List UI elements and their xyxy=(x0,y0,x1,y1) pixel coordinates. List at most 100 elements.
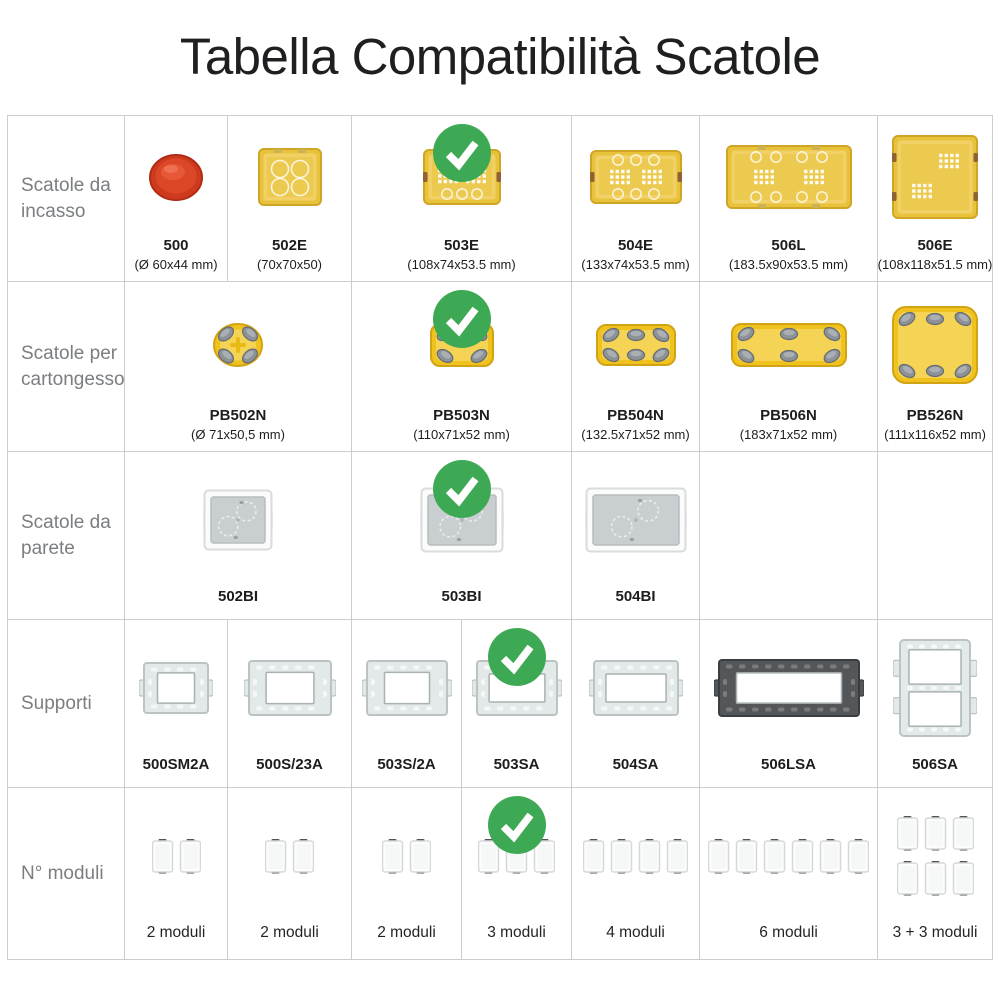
product-code: 504E xyxy=(617,237,654,254)
product-dims: (Ø 71x50,5 mm) xyxy=(191,427,285,442)
modules-image-6 xyxy=(700,788,877,924)
compatible-check-icon xyxy=(432,460,491,518)
modules-caption: 4 moduli xyxy=(606,924,665,941)
cell-PB504N: PB504N (132.5x71x52 mm) xyxy=(572,282,700,452)
modules-caption: 2 moduli xyxy=(377,924,436,941)
product-dims: (108x74x53.5 mm) xyxy=(407,257,516,272)
product-code: 500SM2A xyxy=(142,756,210,773)
cell-506E: 506E (108x118x51.5 mm) xyxy=(878,116,992,282)
cell-4-moduli: 4 moduli xyxy=(572,788,700,959)
product-photo-PB526N xyxy=(878,282,992,407)
product-photo-502BI xyxy=(125,452,351,588)
product-dims: (183x71x52 mm) xyxy=(739,427,838,442)
product-code: 500 xyxy=(163,237,189,254)
product-code: 506SA xyxy=(912,756,958,773)
product-photo-506SA xyxy=(878,620,992,756)
product-code: PB506N xyxy=(760,407,817,424)
modules-image-4 xyxy=(572,788,699,924)
cell-503S2A: 503S/2A xyxy=(352,620,462,788)
product-code: 503S/2A xyxy=(377,756,436,773)
modules-image-2 xyxy=(352,788,461,924)
modules-caption: 2 moduli xyxy=(260,924,319,941)
compatible-check-icon xyxy=(432,290,491,348)
row-label-supporti: Supporti xyxy=(8,620,125,788)
product-code: 502BI xyxy=(217,588,259,605)
cell-502E: 502E (70x70x50) xyxy=(228,116,352,282)
product-photo-504BI xyxy=(572,452,699,588)
product-code: 500S/23A xyxy=(256,756,323,773)
product-dims: (132.5x71x52 mm) xyxy=(581,427,690,442)
page-title: Tabella Compatibilità Scatole xyxy=(179,28,821,85)
cell-2-moduli: 2 moduli xyxy=(228,788,352,959)
product-code: 504SA xyxy=(612,756,659,773)
compatibility-table: Scatole da incasso 500 (Ø 60x44 mm) 502E… xyxy=(7,115,993,960)
empty-cell xyxy=(700,452,878,620)
cell-PB526N: PB526N (111x116x52 mm) xyxy=(878,282,992,452)
product-code: 504BI xyxy=(615,588,656,605)
cell-503SA: 503SA xyxy=(462,620,572,788)
modules-image-2 xyxy=(228,788,351,924)
product-photo-506E xyxy=(878,116,992,237)
product-dims: (Ø 60x44 mm) xyxy=(134,257,218,272)
compatible-check-icon xyxy=(487,796,546,854)
product-dims: (111x116x52 mm) xyxy=(884,427,986,442)
product-photo-PB506N xyxy=(700,282,877,407)
cell-2-moduli: 2 moduli xyxy=(352,788,462,959)
empty-cell xyxy=(878,452,992,620)
product-dims: (133x74x53.5 mm) xyxy=(581,257,690,272)
modules-caption: 2 moduli xyxy=(146,924,206,941)
product-code: 506E xyxy=(917,237,953,254)
cell-504SA: 504SA xyxy=(572,620,700,788)
product-dims: (183.5x90x53.5 mm) xyxy=(728,257,849,272)
product-photo-506L xyxy=(700,116,877,237)
product-photo-500SM2A xyxy=(125,620,227,756)
cell-500: 500 (Ø 60x44 mm) xyxy=(125,116,228,282)
modules-image-2 xyxy=(125,788,227,924)
product-code: 503BI xyxy=(441,588,482,605)
product-dims: (110x71x52 mm) xyxy=(413,427,510,442)
cell-PB503N: PB503N (110x71x52 mm) xyxy=(352,282,572,452)
cell-6-moduli: 6 moduli xyxy=(700,788,878,959)
cell-506SA: 506SA xyxy=(878,620,992,788)
modules-caption: 3 moduli xyxy=(487,924,546,941)
product-code: 506LSA xyxy=(760,756,817,773)
row-label-scatole-per-cartongesso: Scatole per cartongesso xyxy=(8,282,125,452)
cell-506LSA: 506LSA xyxy=(700,620,878,788)
modules-caption: 3 + 3 moduli xyxy=(892,924,978,941)
product-photo-506LSA xyxy=(700,620,877,756)
cell-503E: 503E (108x74x53.5 mm) xyxy=(352,116,572,282)
compatible-check-icon xyxy=(432,124,491,182)
compatible-check-icon xyxy=(487,628,546,686)
product-dims: (108x118x51.5 mm) xyxy=(877,257,993,272)
product-code: 503E xyxy=(443,237,480,254)
product-dims: (70x70x50) xyxy=(256,257,323,272)
cell-3-moduli: 3 moduli xyxy=(462,788,572,959)
product-photo-PB502N xyxy=(125,282,351,407)
product-code: PB526N xyxy=(906,407,964,424)
cell-PB502N: PB502N (Ø 71x50,5 mm) xyxy=(125,282,352,452)
row-label-n-moduli: N° moduli xyxy=(8,788,125,959)
product-code: 506L xyxy=(771,237,806,254)
modules-image-3-plus-3 xyxy=(878,788,992,924)
row-label-scatole-da-incasso: Scatole da incasso xyxy=(8,116,125,282)
modules-caption: 6 moduli xyxy=(759,924,818,941)
product-photo-PB504N xyxy=(572,282,699,407)
cell-504BI: 504BI xyxy=(572,452,700,620)
cell-3-plus-3-moduli: 3 + 3 moduli xyxy=(878,788,992,959)
product-code: 502E xyxy=(271,237,308,254)
product-code: PB504N xyxy=(607,407,664,424)
cell-500SM2A: 500SM2A xyxy=(125,620,228,788)
cell-504E: 504E (133x74x53.5 mm) xyxy=(572,116,700,282)
cell-506L: 506L (183.5x90x53.5 mm) xyxy=(700,116,878,282)
cell-502BI: 502BI xyxy=(125,452,352,620)
product-photo-504SA xyxy=(572,620,699,756)
product-photo-500S23A xyxy=(228,620,351,756)
cell-503BI: 503BI xyxy=(352,452,572,620)
row-label-scatole-da-parete: Scatole da parete xyxy=(8,452,125,620)
cell-500S23A: 500S/23A xyxy=(228,620,352,788)
product-photo-500 xyxy=(125,116,227,237)
product-code: 503SA xyxy=(493,756,540,773)
cell-2-moduli: 2 moduli xyxy=(125,788,228,959)
product-photo-502E xyxy=(228,116,351,237)
